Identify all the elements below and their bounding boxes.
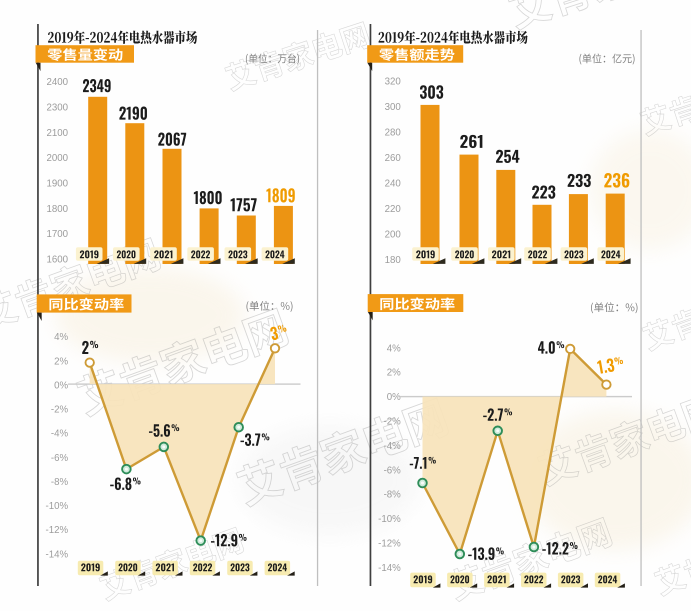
svg-text:0%: 0% <box>387 392 401 403</box>
svg-text:2300: 2300 <box>46 102 68 113</box>
svg-text:260: 260 <box>385 153 402 164</box>
svg-text:-14%: -14% <box>45 549 68 560</box>
svg-text:-8%: -8% <box>51 477 69 488</box>
svg-text:280: 280 <box>385 128 402 139</box>
svg-text:300: 300 <box>385 102 402 113</box>
svg-text:1600: 1600 <box>46 255 68 266</box>
svg-text:4%: 4% <box>54 332 68 343</box>
svg-text:180: 180 <box>385 255 402 266</box>
svg-text:-6%: -6% <box>384 465 402 476</box>
svg-text:1900: 1900 <box>46 179 68 190</box>
svg-text:-2%: -2% <box>384 417 402 428</box>
svg-text:-10%: -10% <box>45 501 68 512</box>
svg-text:4%: 4% <box>387 343 401 354</box>
svg-text:200: 200 <box>385 230 402 241</box>
svg-text:-4%: -4% <box>51 429 69 440</box>
svg-text:-12%: -12% <box>45 525 68 536</box>
svg-text:-6%: -6% <box>51 453 69 464</box>
svg-text:220: 220 <box>385 204 402 215</box>
svg-text:2000: 2000 <box>46 153 68 164</box>
svg-text:-4%: -4% <box>384 441 402 452</box>
svg-text:-12%: -12% <box>378 539 401 550</box>
svg-text:-10%: -10% <box>378 514 401 525</box>
svg-text:-14%: -14% <box>378 563 401 574</box>
svg-text:320: 320 <box>385 77 402 88</box>
svg-text:2%: 2% <box>54 356 68 367</box>
svg-text:-2%: -2% <box>51 405 69 416</box>
svg-text:-8%: -8% <box>384 490 402 501</box>
svg-text:1700: 1700 <box>46 229 68 240</box>
svg-text:2400: 2400 <box>46 77 68 88</box>
svg-text:2100: 2100 <box>46 128 68 139</box>
svg-text:1800: 1800 <box>46 204 68 215</box>
svg-text:2%: 2% <box>387 368 401 379</box>
svg-text:0%: 0% <box>54 380 68 391</box>
svg-text:240: 240 <box>385 179 402 190</box>
